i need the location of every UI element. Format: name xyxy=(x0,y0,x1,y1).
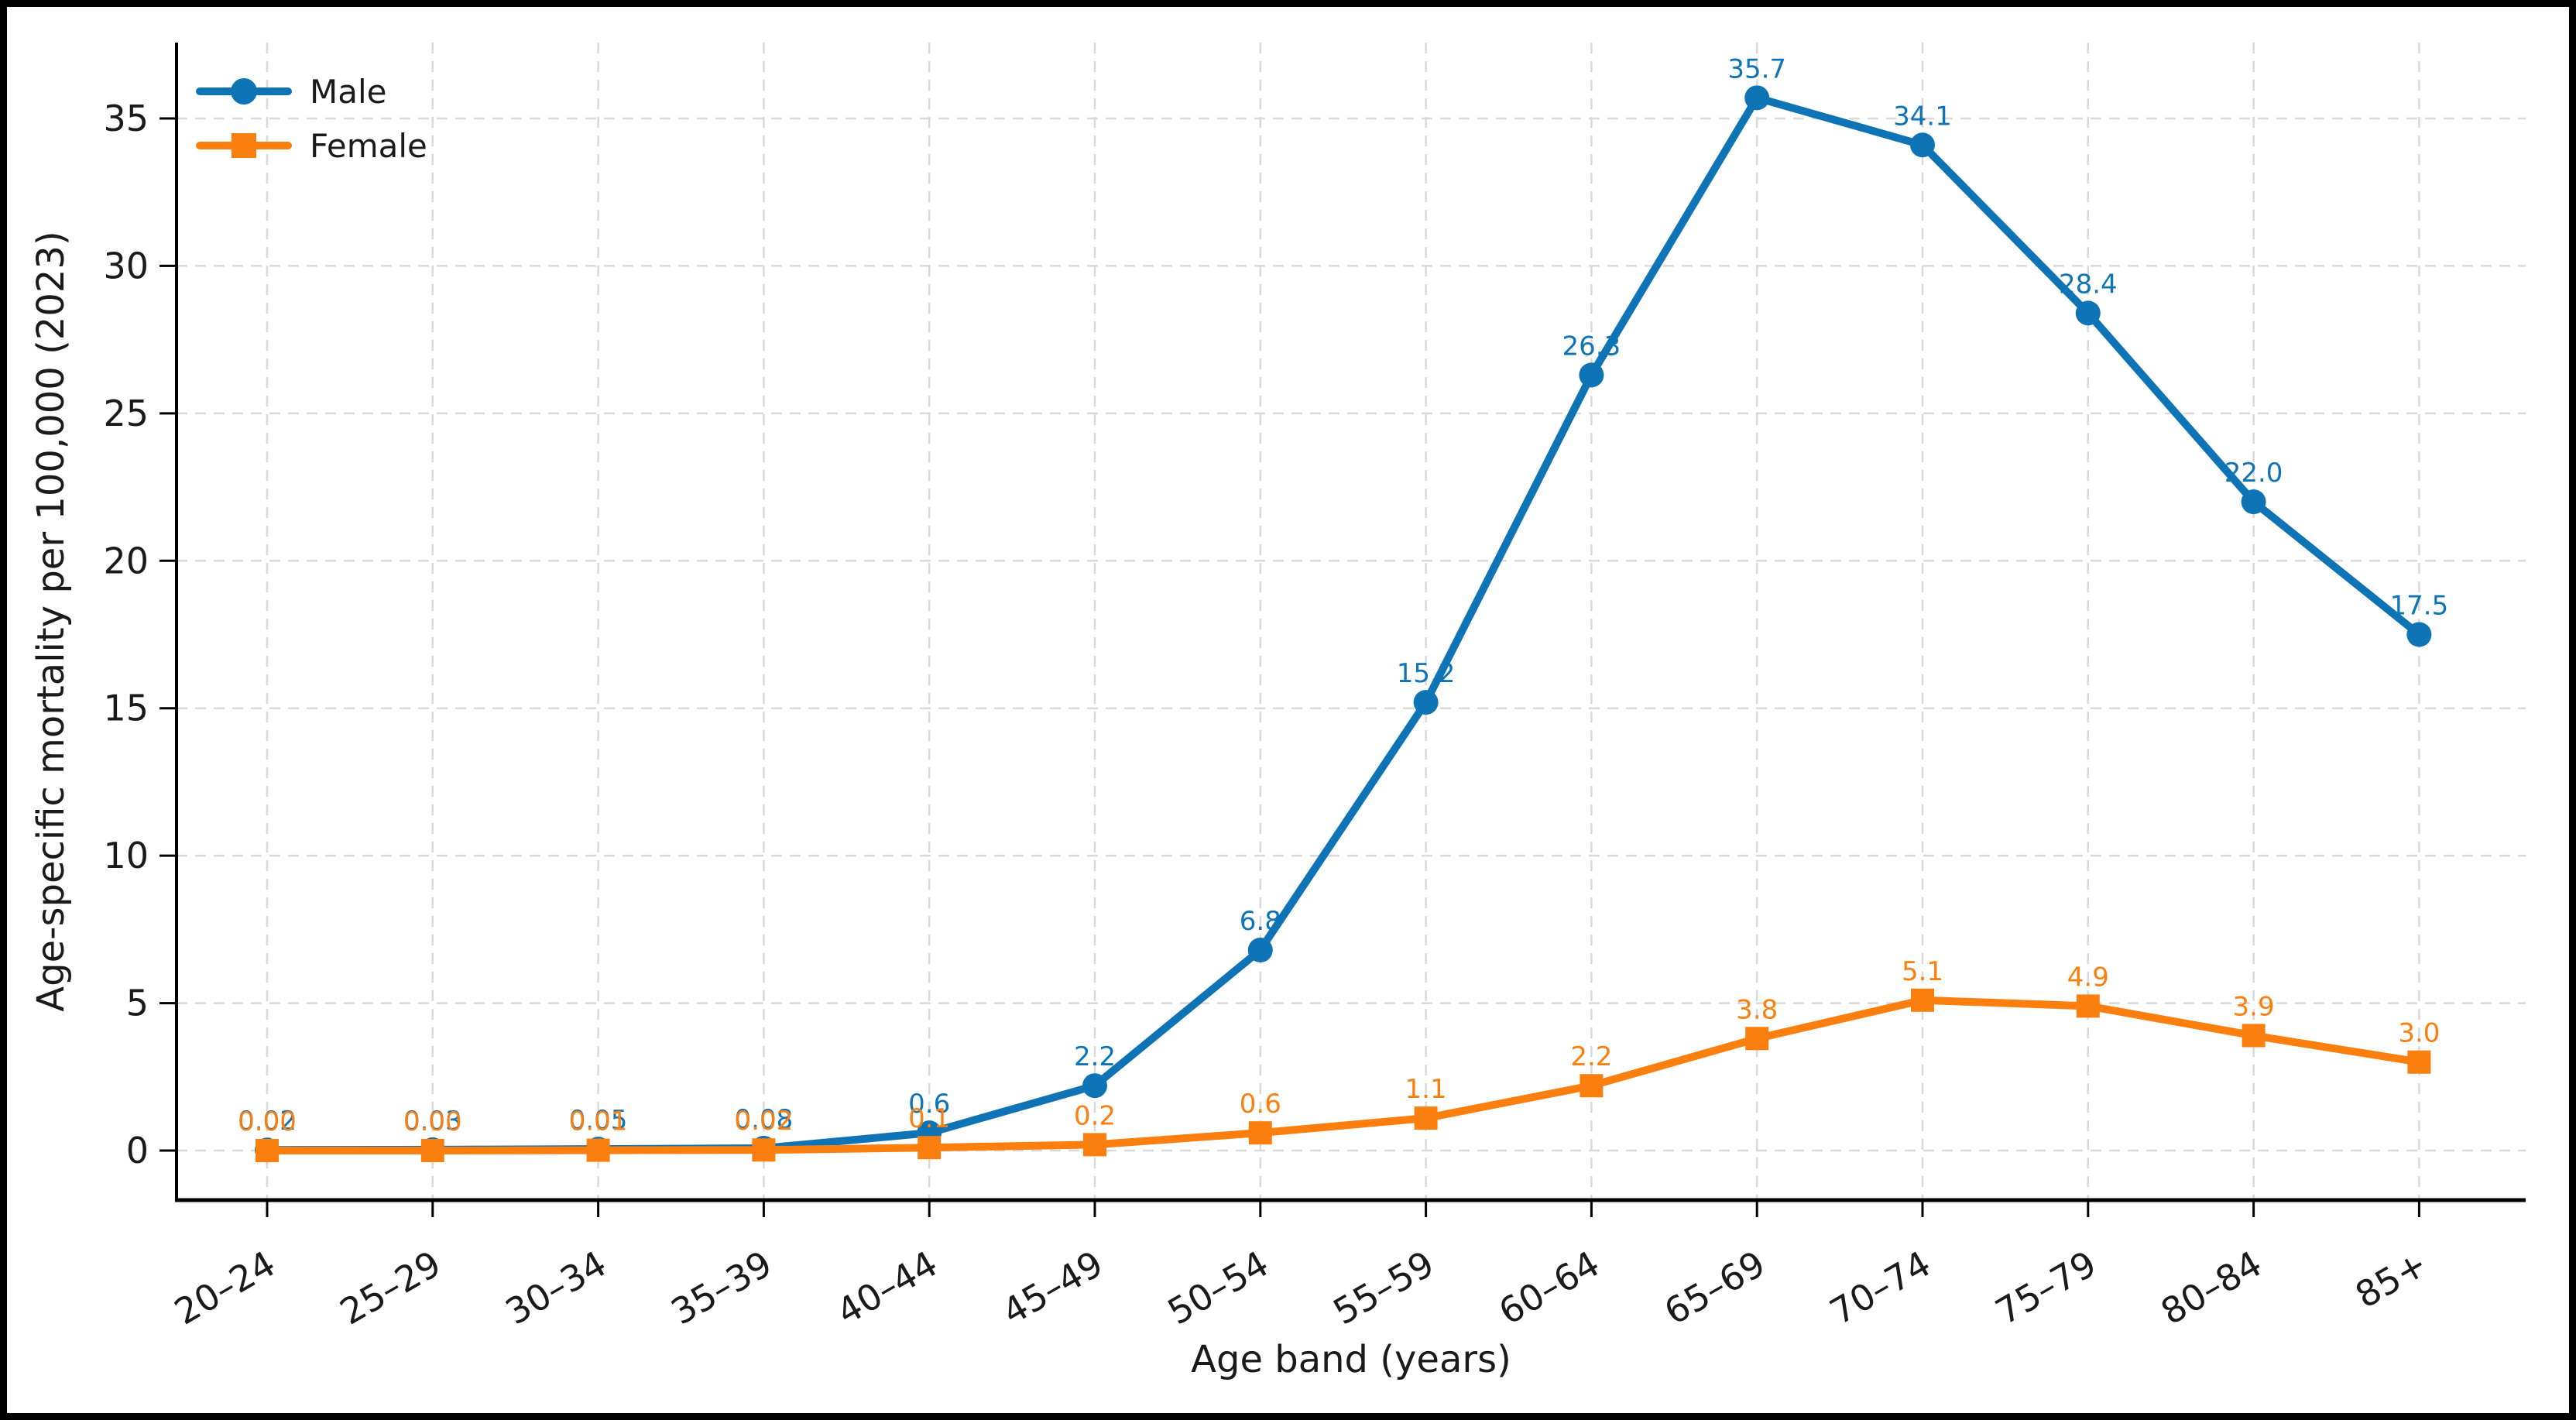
legend-marker-circle-icon xyxy=(231,78,257,105)
y-tick-label: 25 xyxy=(103,393,149,434)
x-tick-label: 40–44 xyxy=(829,1243,944,1333)
x-tick-label: 85+ xyxy=(2348,1243,2434,1316)
female-data-label: 3.9 xyxy=(2233,991,2275,1022)
x-tick-label: 70–74 xyxy=(1823,1243,1937,1333)
male-data-label: 0.03 xyxy=(403,1106,462,1137)
y-tick-label: 10 xyxy=(103,835,149,876)
y-tick-label: 30 xyxy=(103,245,149,286)
legend-item-female: Female xyxy=(196,127,427,165)
female-data-label: 0.02 xyxy=(735,1106,794,1137)
male-data-label: 0.02 xyxy=(238,1106,297,1137)
male-data-label: 28.4 xyxy=(2059,269,2118,300)
male-data-label: 34.1 xyxy=(1893,101,1952,132)
male-marker xyxy=(1579,362,1604,388)
male-marker xyxy=(1082,1073,1107,1099)
female-marker xyxy=(420,1139,444,1162)
x-tick-label: 20–24 xyxy=(167,1243,282,1333)
male-marker xyxy=(1247,938,1273,963)
female-marker xyxy=(2407,1050,2431,1074)
y-axis-title: Age-specific mortality per 100,000 (2023… xyxy=(29,231,73,1011)
male-data-label: 22.0 xyxy=(2224,458,2283,489)
series-female: 0.00 0.00 0.01 0.02 0.1 0.2 0.6 1.1 2.2 3.8 5.1 4.9… xyxy=(238,956,2440,1162)
female-data-label: 3.0 xyxy=(2398,1018,2440,1049)
male-data-label: 15.2 xyxy=(1397,658,1456,689)
female-data-label: 0.2 xyxy=(1074,1100,1116,1131)
female-data-label: 0.00 xyxy=(238,1106,297,1137)
male-data-label: 0.05 xyxy=(569,1105,628,1136)
x-tick-label: 80–84 xyxy=(2154,1243,2269,1333)
y-tick-label: 5 xyxy=(126,983,149,1024)
legend-item-male: Male xyxy=(196,73,386,111)
x-tick-label: 50–54 xyxy=(1161,1243,1275,1333)
y-tick-label: 35 xyxy=(103,98,149,139)
female-marker xyxy=(1248,1121,1272,1145)
male-marker xyxy=(1910,132,1935,158)
x-tick-label: 35–39 xyxy=(664,1243,779,1333)
x-axis-title: Age band (years) xyxy=(1191,1338,1511,1381)
y-tick-label: 15 xyxy=(103,688,149,729)
female-line xyxy=(263,996,2423,1154)
female-data-label: 0.6 xyxy=(1240,1089,1281,1120)
female-data-label: 0.01 xyxy=(569,1106,628,1137)
female-marker xyxy=(2076,994,2100,1018)
female-data-label: 1.1 xyxy=(1405,1074,1447,1105)
female-data-label: 5.1 xyxy=(1902,956,1943,987)
x-tick-label: 30–34 xyxy=(499,1243,613,1333)
male-marker xyxy=(1744,85,1770,111)
male-data-label: 35.7 xyxy=(1727,53,1786,84)
female-marker xyxy=(1580,1074,1604,1098)
female-marker xyxy=(1745,1027,1769,1051)
male-marker xyxy=(2406,622,2432,647)
female-data-label: 3.8 xyxy=(1736,994,1778,1025)
male-data-label: 0.6 xyxy=(908,1089,950,1120)
male-data-label: 6.8 xyxy=(1240,906,1281,937)
legend-marker-square-icon xyxy=(232,133,256,158)
x-tick-label: 60–64 xyxy=(1492,1243,1607,1333)
x-tick-label: 25–29 xyxy=(333,1243,448,1333)
x-tick-label: 65–69 xyxy=(1657,1243,1772,1333)
male-data-label: 26.3 xyxy=(1562,331,1621,362)
female-marker xyxy=(2242,1024,2266,1048)
female-marker xyxy=(752,1138,776,1162)
female-marker xyxy=(586,1138,610,1162)
y-tick-label: 20 xyxy=(103,540,149,581)
gridlines xyxy=(177,43,2526,1200)
male-marker xyxy=(1413,690,1439,715)
legend: Male Female xyxy=(196,73,427,165)
x-tick-label: 75–79 xyxy=(1988,1243,2103,1333)
male-marker xyxy=(2075,300,2101,326)
series-male: 0.02 0.03 0.05 0.08 0.6 2.2 6.8 15.2 26.3 35.7 34.… xyxy=(238,53,2449,1163)
legend-label: Male xyxy=(310,73,386,111)
male-data-label: 0.08 xyxy=(735,1104,794,1135)
male-marker xyxy=(2241,489,2266,515)
male-data-label: 2.2 xyxy=(1074,1041,1116,1072)
y-tick-label: 0 xyxy=(126,1130,149,1171)
female-data-label: 0.00 xyxy=(403,1106,462,1137)
female-data-label: 2.2 xyxy=(1570,1041,1612,1072)
male-data-label: 17.5 xyxy=(2390,591,2449,622)
female-data-label: 4.9 xyxy=(2067,962,2109,993)
x-tick-label: 45–49 xyxy=(995,1243,1110,1333)
female-marker xyxy=(1083,1133,1106,1157)
female-marker xyxy=(918,1136,942,1160)
female-marker xyxy=(1414,1106,1438,1130)
female-marker xyxy=(1911,988,1934,1012)
female-marker xyxy=(256,1139,279,1162)
legend-label: Female xyxy=(310,127,427,165)
x-tick-label: 55–59 xyxy=(1326,1243,1441,1333)
female-data-label: 0.1 xyxy=(908,1103,950,1134)
